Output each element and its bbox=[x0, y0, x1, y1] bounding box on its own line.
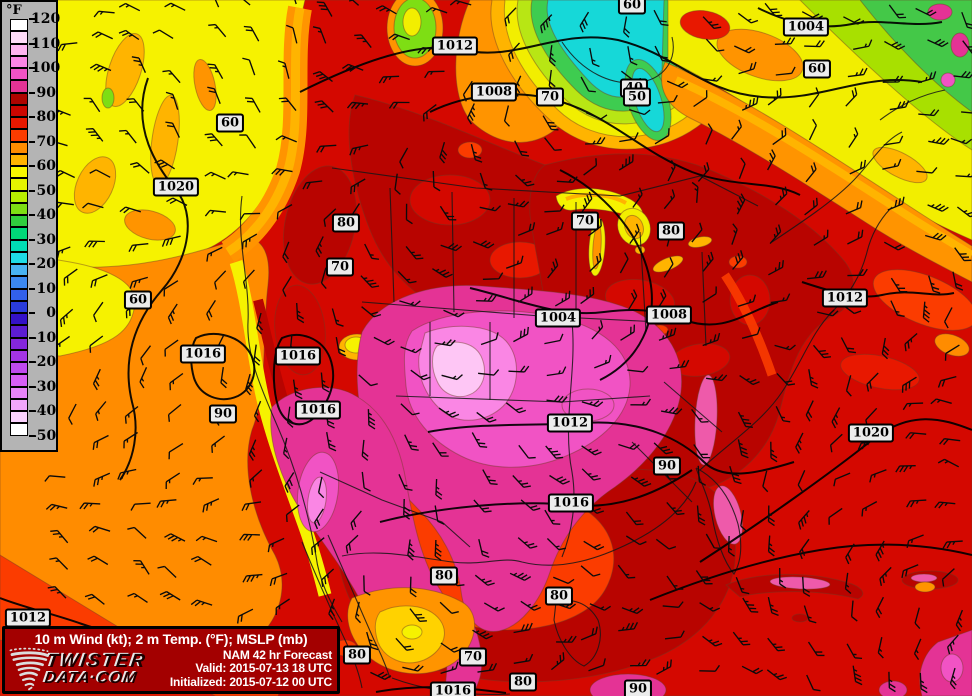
colorbar-tick-label: -10 bbox=[31, 329, 57, 346]
colorbar-tick-mark bbox=[29, 287, 35, 290]
colorbar-tick-mark bbox=[29, 336, 35, 339]
colorbar-swatch bbox=[10, 55, 28, 68]
tornado-icon bbox=[9, 647, 50, 691]
colorbar-swatch bbox=[10, 178, 28, 191]
colorbar-swatch bbox=[10, 349, 28, 362]
colorbar-tick-label: 80 bbox=[36, 109, 56, 126]
colorbar-swatch bbox=[10, 68, 28, 81]
colorbar-tick-mark bbox=[29, 18, 35, 20]
colorbar-tick-mark bbox=[29, 435, 35, 437]
colorbar-tick-mark bbox=[29, 312, 35, 315]
colorbar-swatch bbox=[10, 190, 28, 203]
colorbar-tick-label: 70 bbox=[36, 133, 56, 150]
colorbar-tick-label: 100 bbox=[31, 60, 61, 77]
colorbar-tick-label: -30 bbox=[31, 378, 57, 395]
colorbar-tick-label: 20 bbox=[36, 256, 56, 273]
colorbar-tick-mark bbox=[29, 116, 35, 119]
colorbar-tick-label: 30 bbox=[36, 231, 56, 248]
colorbar-tick-label: 10 bbox=[36, 280, 56, 297]
colorbar-tick-label: -20 bbox=[31, 354, 57, 371]
colorbar-tick-label: -40 bbox=[31, 403, 57, 420]
colorbar-swatch bbox=[10, 141, 28, 154]
logo-line2: DATA·COM bbox=[43, 669, 139, 687]
colorbar-tick-mark bbox=[29, 91, 35, 94]
colorbar-swatch bbox=[10, 411, 28, 424]
colorbar-swatch bbox=[10, 227, 28, 240]
colorbar-swatch bbox=[10, 239, 28, 252]
colorbar-swatch bbox=[10, 153, 28, 166]
colorbar-tick-label: 60 bbox=[36, 158, 56, 175]
colorbar-swatch bbox=[10, 374, 28, 387]
colorbar-tick-mark bbox=[29, 263, 35, 266]
colorbar-tick-label: 120 bbox=[31, 11, 61, 27]
colorbar-tick-mark bbox=[29, 140, 35, 143]
forecast-info-box: 10 m Wind (kt); 2 m Temp. (°F); MSLP (mb… bbox=[2, 626, 340, 694]
colorbar-tick-mark bbox=[29, 189, 35, 192]
colorbar-tick-mark bbox=[29, 410, 35, 413]
colorbar-swatch bbox=[10, 386, 28, 399]
colorbar-swatch bbox=[10, 117, 28, 130]
colorbar-swatch bbox=[10, 264, 28, 277]
colorbar-swatch bbox=[10, 362, 28, 375]
colorbar-swatch bbox=[10, 313, 28, 326]
colorbar-swatch bbox=[10, 215, 28, 228]
colorbar: °F 120 110 100 90 80 70 60 50 40 30 20 10 0 -10 -20 -30… bbox=[0, 0, 61, 452]
colorbar-swatch bbox=[10, 202, 28, 215]
init-time-line: Initialized: 2015-07-12 00 UTC bbox=[169, 674, 332, 689]
valid-time-line: Valid: 2015-07-13 18 UTC bbox=[195, 661, 332, 676]
colorbar-tick-label: 90 bbox=[36, 84, 56, 101]
colorbar-tick-label: 50 bbox=[36, 182, 56, 199]
colorbar-swatch bbox=[10, 337, 28, 350]
plot-title: 10 m Wind (kt); 2 m Temp. (°F); MSLP (mb… bbox=[34, 631, 308, 647]
colorbar-swatch bbox=[10, 288, 28, 301]
colorbar-swatch bbox=[10, 300, 28, 313]
colorbar-swatch bbox=[10, 398, 28, 411]
colorbar-tick-mark bbox=[29, 238, 35, 241]
colorbar-tick-mark bbox=[29, 67, 35, 70]
colorbar-swatch bbox=[10, 43, 28, 56]
colorbar-swatch bbox=[10, 129, 28, 142]
colorbar-tick-mark bbox=[29, 361, 35, 364]
colorbar-swatches bbox=[10, 19, 28, 436]
colorbar-tick-mark bbox=[29, 165, 35, 168]
colorbar-swatch bbox=[10, 19, 28, 32]
colorbar-swatch bbox=[10, 104, 28, 117]
colorbar-tick-mark bbox=[29, 214, 35, 217]
colorbar-swatch bbox=[10, 325, 28, 338]
model-forecast-line: NAM 42 hr Forecast bbox=[222, 647, 332, 662]
colorbar-swatch bbox=[10, 166, 28, 179]
twisterdata-logo: TWISTER DATA·COM bbox=[8, 647, 149, 691]
colorbar-swatch bbox=[10, 31, 28, 44]
colorbar-tick-mark bbox=[29, 42, 35, 45]
colorbar-unit-label: °F bbox=[6, 3, 22, 18]
colorbar-swatch bbox=[10, 423, 28, 436]
colorbar-swatch bbox=[10, 251, 28, 264]
colorbar-swatch bbox=[10, 80, 28, 93]
colorbar-tick-label: 110 bbox=[31, 35, 61, 52]
logo-line1: TWISTER bbox=[45, 650, 149, 672]
colorbar-tick-label: 40 bbox=[36, 207, 56, 224]
colorbar-tick-mark bbox=[29, 385, 35, 388]
colorbar-swatch bbox=[10, 276, 28, 289]
colorbar-swatch bbox=[10, 92, 28, 105]
colorbar-tick-label: -50 bbox=[31, 428, 57, 444]
colorbar-tick-label: 0 bbox=[46, 305, 56, 322]
